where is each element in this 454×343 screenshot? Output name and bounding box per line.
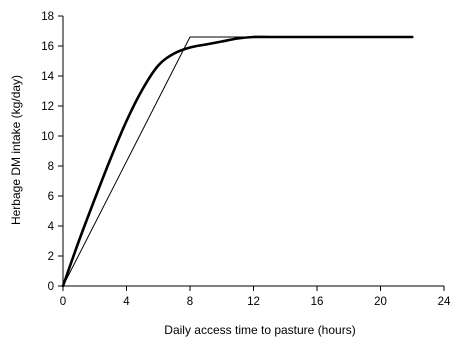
y-tick-label: 8 <box>48 161 54 173</box>
x-tick-label: 8 <box>187 296 193 308</box>
x-tick-label: 20 <box>374 296 387 308</box>
y-tick-label: 14 <box>41 71 54 83</box>
y-tick-label: 6 <box>48 191 54 203</box>
axes <box>58 15 445 291</box>
y-tick-label: 16 <box>41 41 54 53</box>
y-tick-label: 18 <box>41 11 54 23</box>
x-tick-label: 24 <box>438 296 451 308</box>
x-tick-label: 12 <box>247 296 260 308</box>
series-layer <box>61 35 414 288</box>
y-tick-label: 10 <box>41 131 54 143</box>
y-tick-label: 4 <box>48 221 55 233</box>
x-axis-title: Daily access time to pasture (hours) <box>164 323 355 337</box>
y-tick-label: 12 <box>41 101 54 113</box>
y-tick-label: 0 <box>48 281 54 293</box>
x-tick-label: 0 <box>60 296 66 308</box>
x-tick-label: 4 <box>123 296 130 308</box>
linear-model-line <box>62 36 413 287</box>
intake-curve-line <box>61 35 414 288</box>
y-axis-title: Herbage DM intake (kg/day) <box>9 75 23 225</box>
y-tick-label: 2 <box>48 251 54 263</box>
x-tick-label: 16 <box>311 296 324 308</box>
